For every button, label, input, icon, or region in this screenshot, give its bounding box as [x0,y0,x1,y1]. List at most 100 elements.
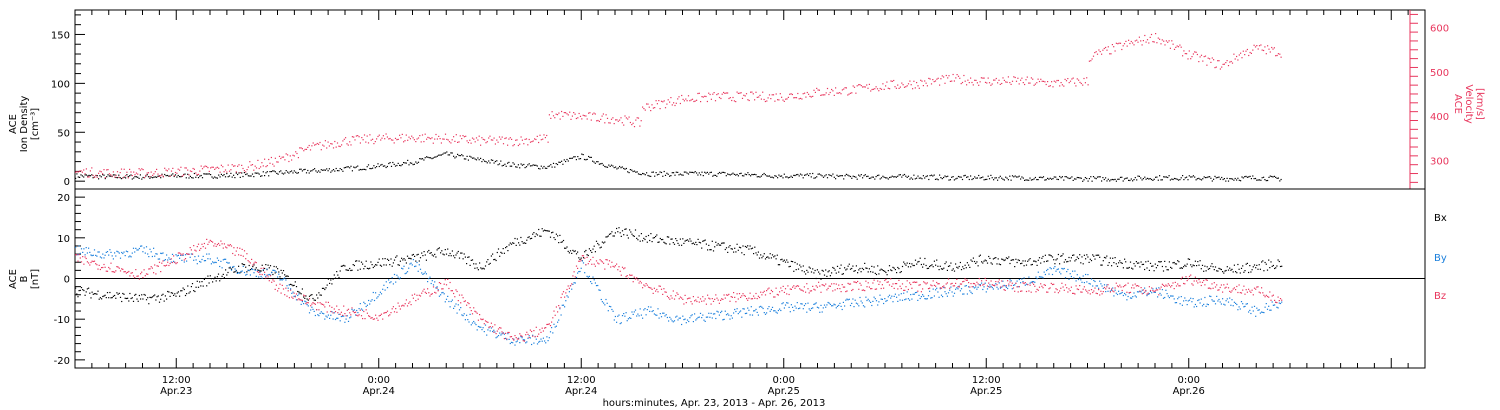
b-series-bx-point [1080,262,1082,264]
density-series-point [690,171,692,173]
density-series-point [636,171,638,173]
b-series-bz-point [709,298,711,300]
density-series-point [751,173,753,176]
velocity-series-point [93,176,96,178]
velocity-series-point [756,96,758,98]
b-series-bz-point [378,315,380,317]
density-series-point [130,174,132,176]
b-series-by-point [909,299,911,301]
b-series-bx-point [1170,266,1172,268]
density-series-point [1204,177,1207,179]
velocity-series-point [957,75,960,77]
density-series-point [990,174,992,176]
b-series-by-point [584,272,586,274]
b-series-bx-point [103,295,105,297]
velocity-series-point [1024,83,1026,86]
density-series-point [166,174,168,177]
b-series-bz-point [618,266,620,268]
b-series-bx-point [98,298,100,300]
density-series-point [139,174,141,176]
b-series-by-point [319,312,321,314]
density-series-point [92,177,94,179]
b-series-bz-point [1041,285,1043,287]
b-series-bx-point [241,263,243,265]
b-series-bz-point [746,298,748,300]
b-series-bz-point [359,309,361,311]
density-series-point [868,177,870,179]
velocity-series-point [1206,64,1208,66]
density-series-point [1021,176,1023,178]
b-series-by-point [453,307,455,309]
b-series-bx-point [887,270,889,272]
density-series-point [172,173,174,175]
b-series-by-point [79,252,81,254]
density-series-point [152,177,154,179]
b-series-bz-point [807,288,809,290]
b-series-bz-point [574,276,576,278]
b-series-bx-point [590,250,592,252]
b-series-by-point [858,305,860,307]
velocity-series-point [1051,81,1053,83]
b-series-bz-point [424,291,426,293]
velocity-series-point [91,167,93,169]
density-series-point [1119,176,1122,178]
b-series-bx-point [1024,260,1026,262]
b-series-by-point [1056,268,1058,271]
b-series-bx-point [79,289,81,291]
density-series-point [974,176,976,178]
b-series-by-point [810,307,813,310]
velocity-series-point [520,136,522,138]
b-series-by-point [434,281,436,283]
velocity-series-point [678,96,680,98]
b-series-by-point [1171,295,1173,297]
b-series-bx-point [153,295,155,297]
velocity-series-point [752,93,754,95]
density-series-point [493,162,495,164]
b-series-bx-point [379,264,381,266]
b-series-bx-point [636,237,638,239]
b-series-bx-point [672,242,674,244]
b-series-bz-point [792,286,794,288]
velocity-series-point [80,170,82,172]
b-series-bx-point [677,242,679,244]
b-series-bx-point [820,278,822,280]
b-series-bz-point [188,253,190,255]
b-series-bx-point [1105,257,1107,259]
b-series-bz-point [317,302,319,304]
density-series-point [1137,175,1139,177]
velocity-series-point [532,140,534,142]
b-series-bx-point [80,287,83,289]
b-series-bx-point [351,269,353,271]
velocity-series-point [924,80,926,82]
b-series-bx-point [533,232,535,234]
b-series-by-point [432,284,435,286]
b-series-bx-point [163,300,165,302]
velocity-series-point [713,92,715,94]
b-tick-label: 20 [57,193,70,204]
density-series-point [177,174,179,177]
b-series-bz-point [373,318,376,320]
b-series-by-point [1098,287,1100,289]
b-series-by-point [690,315,692,317]
velocity-series-point [971,81,973,84]
velocity-series-point [831,88,833,91]
b-series-bz-point [708,297,710,299]
b-series-bz-point [894,283,896,285]
b-series-by-point [212,261,214,263]
velocity-series-point [172,167,174,169]
b-series-bx-point [183,288,185,291]
b-series-bz-point [450,290,452,292]
b-series-bz-point [243,250,246,252]
b-series-bz-point [906,280,908,282]
b-series-by-point [805,303,807,305]
b-series-bx-point [1050,255,1052,257]
b-series-bx-point [1017,259,1019,261]
b-series-bz-point [403,305,405,307]
b-series-bz-point [720,299,722,301]
density-series-point [547,165,549,168]
density-series-point [161,173,163,175]
b-series-by-point [1085,273,1087,276]
b-series-by-point [580,267,582,269]
density-series-point [1157,179,1159,181]
b-series-bx-point [455,254,457,256]
